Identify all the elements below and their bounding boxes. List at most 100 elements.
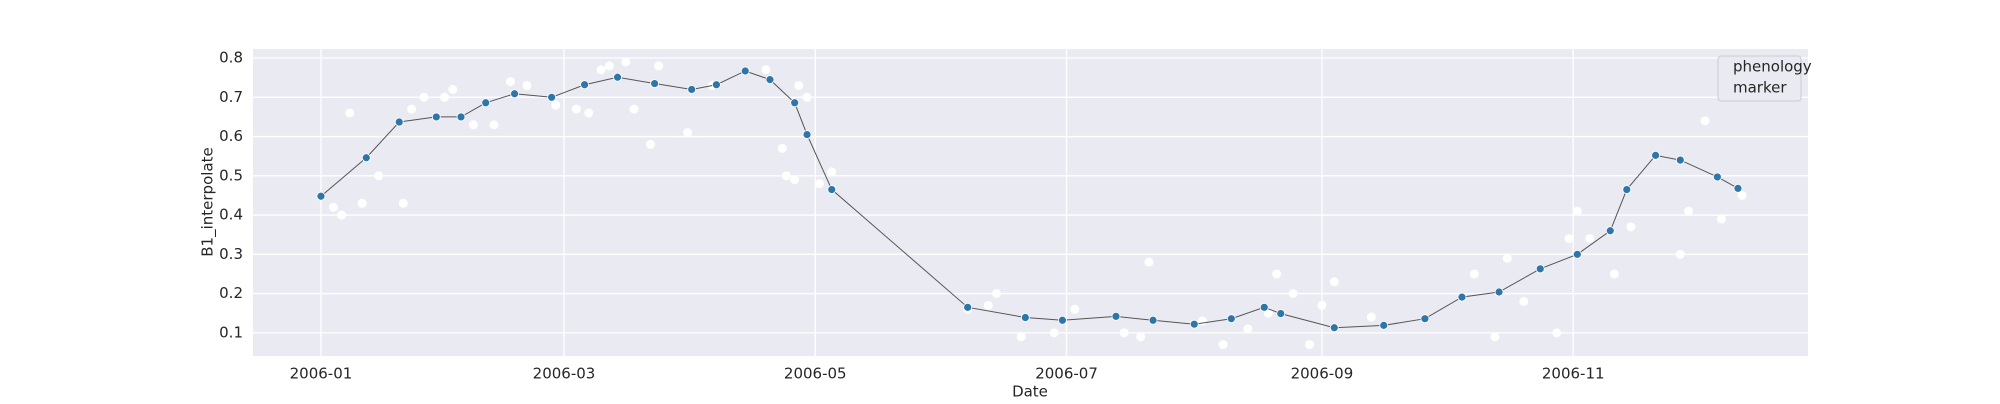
raw-point — [1626, 222, 1636, 232]
raw-point — [505, 77, 515, 87]
y-tick-label: 0.7 — [219, 88, 243, 106]
line-marker — [827, 185, 837, 194]
raw-point — [1070, 304, 1080, 314]
line-marker — [1494, 287, 1504, 297]
raw-point — [1288, 289, 1298, 299]
y-tick-label: 0.6 — [219, 127, 243, 145]
raw-point — [337, 210, 347, 220]
raw-point — [328, 202, 338, 212]
raw-point — [1136, 332, 1146, 342]
y-axis-label: B1_interpolate — [199, 147, 218, 256]
raw-point — [1490, 332, 1500, 342]
raw-point — [571, 104, 581, 114]
raw-point — [419, 92, 429, 102]
raw-point — [407, 104, 417, 114]
line-marker — [431, 112, 441, 122]
raw-point — [1469, 269, 1479, 279]
legend-box — [1717, 55, 1802, 102]
raw-point — [468, 120, 478, 130]
raw-point — [814, 179, 824, 189]
raw-point — [654, 61, 664, 71]
raw-point — [1502, 253, 1512, 263]
x-tick-label: 2006-11 — [1542, 365, 1605, 383]
raw-point — [1317, 300, 1327, 310]
line-marker — [1111, 311, 1121, 321]
raw-point — [1684, 206, 1694, 216]
raw-point — [374, 171, 384, 181]
line-marker — [1276, 309, 1286, 319]
line-marker — [1148, 315, 1158, 325]
raw-point — [1675, 249, 1685, 259]
raw-point — [551, 100, 561, 110]
raw-point — [1144, 257, 1154, 267]
line-marker — [1675, 155, 1685, 165]
x-axis-label: Date — [1012, 383, 1048, 401]
raw-point — [1700, 116, 1710, 126]
line — [320, 70, 1739, 329]
raw-point — [489, 120, 499, 130]
raw-point — [1564, 234, 1574, 244]
line-marker — [765, 75, 775, 85]
raw-point — [629, 104, 639, 114]
line-marker — [1605, 226, 1615, 236]
line-marker — [456, 112, 466, 122]
y-tick-label: 0.2 — [219, 284, 243, 302]
line-marker — [1226, 314, 1236, 324]
y-tick-label: 0.8 — [219, 49, 243, 67]
line-marker — [613, 72, 622, 82]
raw-point — [790, 175, 800, 185]
raw-point — [522, 81, 532, 91]
line-marker — [712, 80, 721, 90]
raw-point — [1305, 340, 1315, 350]
raw-point — [1272, 269, 1282, 279]
line-marker — [740, 66, 750, 76]
line-marker — [1733, 183, 1743, 193]
line-marker — [1712, 172, 1722, 182]
line-marker — [316, 191, 326, 201]
raw-point — [345, 108, 355, 118]
raw-point — [440, 92, 450, 102]
raw-point — [1585, 234, 1595, 244]
raw-point — [761, 65, 771, 75]
raw-point — [448, 84, 458, 94]
raw-point — [646, 139, 656, 149]
raw-point — [604, 61, 614, 71]
line-marker — [1020, 313, 1030, 322]
raw-point — [777, 143, 787, 153]
line-marker — [1457, 292, 1467, 302]
line-marker — [1572, 249, 1582, 259]
y-tick-label: 0.5 — [219, 166, 243, 184]
line-marker — [361, 153, 371, 163]
raw-point — [1243, 324, 1253, 334]
line-marker — [510, 89, 519, 99]
line-marker — [481, 98, 491, 108]
x-tick-label: 2006-07 — [1035, 365, 1098, 383]
line-marker — [1329, 323, 1339, 333]
raw-point — [596, 65, 606, 75]
plot-area — [253, 49, 1808, 356]
line-marker — [1058, 315, 1067, 325]
line-marker — [1535, 264, 1545, 274]
raw-point — [992, 289, 1002, 299]
line-marker — [790, 98, 800, 108]
y-tick-label: 0.1 — [219, 323, 243, 341]
x-tick-label: 2006-03 — [533, 365, 596, 383]
raw-point — [1119, 328, 1129, 338]
line-marker — [580, 80, 589, 90]
y-tick-label: 0.4 — [219, 206, 243, 224]
raw-point — [781, 171, 791, 181]
raw-point — [802, 92, 812, 102]
line-marker — [1651, 150, 1660, 160]
legend-title: phenology — [1733, 58, 1812, 76]
raw-point — [1737, 190, 1747, 200]
x-tick-label: 2006-01 — [290, 365, 353, 383]
raw-point — [1716, 214, 1726, 224]
line-marker — [1189, 319, 1199, 329]
raw-point — [1572, 206, 1582, 216]
raw-point — [1366, 312, 1376, 322]
line-marker — [1259, 302, 1269, 312]
raw-point — [983, 300, 993, 310]
line-marker — [1622, 185, 1632, 194]
y-tick-label: 0.3 — [219, 245, 243, 263]
raw-point — [398, 198, 408, 208]
